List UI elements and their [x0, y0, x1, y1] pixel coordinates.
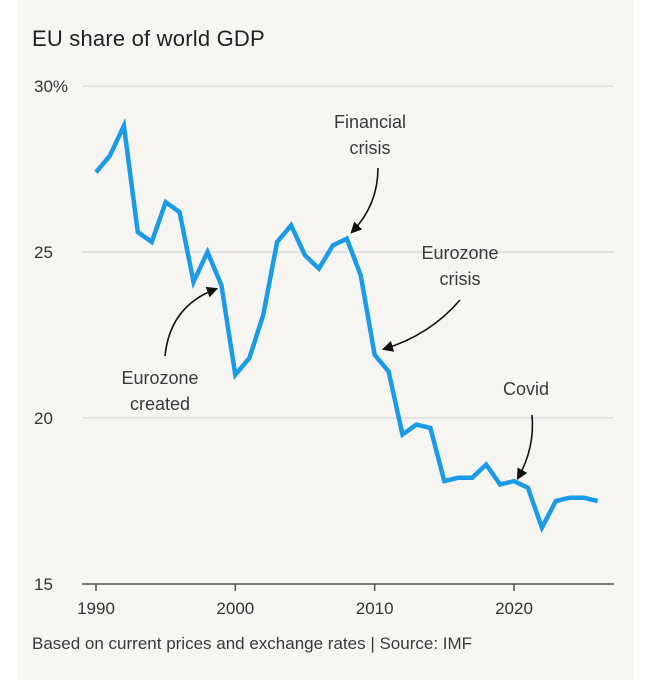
annotation-label: Financial — [334, 112, 406, 132]
x-tick-label: 2000 — [216, 599, 254, 618]
x-tick-label: 1990 — [77, 599, 115, 618]
y-tick-label: 20 — [34, 409, 53, 428]
annotation-label: created — [130, 394, 190, 414]
annotation-arrow — [381, 299, 461, 352]
series-line — [94, 117, 599, 534]
annotation-arrow — [516, 414, 534, 480]
x-tick-label: 2010 — [356, 599, 394, 618]
x-tick-label: 2020 — [495, 599, 533, 618]
chart-card — [18, 0, 634, 680]
annotation-label: crisis — [440, 269, 481, 289]
y-tick-label: 15 — [34, 575, 53, 594]
annotation-arrow — [350, 167, 379, 234]
annotation-label: Eurozone — [121, 368, 198, 388]
chart-footnote: Based on current prices and exchange rat… — [32, 634, 473, 653]
annotation-label: Covid — [503, 379, 549, 399]
y-tick-label: 30% — [34, 77, 68, 96]
annotation-label: Eurozone — [421, 243, 498, 263]
y-tick-label: 25 — [34, 243, 53, 262]
annotation-arrow — [164, 286, 219, 357]
annotation-label: crisis — [350, 138, 391, 158]
chart-title: EU share of world GDP — [32, 26, 265, 51]
